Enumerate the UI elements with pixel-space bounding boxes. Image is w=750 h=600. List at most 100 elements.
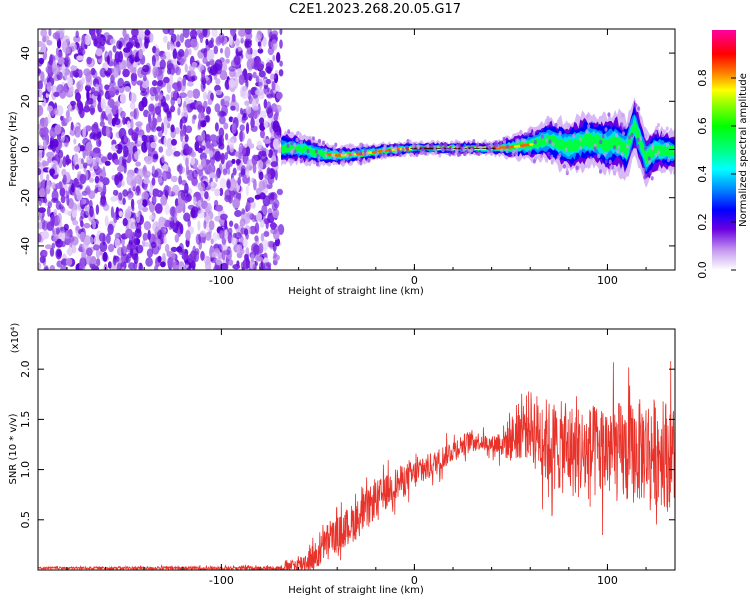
noise-blob <box>149 214 155 220</box>
signal-halo-dot <box>603 152 607 157</box>
noise-blob <box>201 158 207 168</box>
noise-blob <box>205 231 212 241</box>
noise-blob <box>191 176 198 186</box>
noise-blob <box>133 40 137 47</box>
noise-blob <box>250 125 258 132</box>
signal-halo-dot <box>365 151 369 156</box>
noise-blob <box>167 256 174 268</box>
signal-halo-dot <box>648 160 652 165</box>
noise-blob <box>160 195 168 206</box>
noise-blob <box>128 128 134 136</box>
signal-halo-dot <box>654 130 658 135</box>
noise-blob <box>184 182 189 194</box>
noise-blob <box>192 264 196 270</box>
signal-halo-dot <box>613 145 616 150</box>
noise-blob <box>95 258 101 267</box>
noise-blob <box>38 80 43 90</box>
noise-blob <box>221 250 226 261</box>
noise-blob <box>192 169 198 179</box>
noise-blob <box>173 150 181 157</box>
noise-blob <box>264 173 272 180</box>
noise-blob <box>134 174 143 185</box>
noise-blob <box>114 232 120 240</box>
signal-halo-dot <box>417 144 421 149</box>
signal-halo-dot <box>615 133 619 138</box>
signal-halo-dot <box>533 140 537 145</box>
noise-blob <box>203 47 208 59</box>
signal-halo-dot <box>401 147 405 152</box>
noise-blob <box>206 140 211 149</box>
noise-blob <box>44 35 50 42</box>
signal-halo-dot <box>300 158 303 164</box>
noise-blob <box>121 266 125 270</box>
signal-halo-dot <box>547 151 551 157</box>
noise-blob <box>179 33 185 43</box>
noise-blob <box>151 195 157 206</box>
signal-halo-dot <box>548 117 552 122</box>
noise-blob <box>270 161 279 168</box>
signal-halo-dot <box>456 152 460 157</box>
noise-blob <box>259 219 265 228</box>
noise-blob <box>257 159 264 171</box>
noise-blob <box>278 69 284 77</box>
noise-blob <box>88 177 94 183</box>
noise-blob <box>273 113 278 122</box>
snr-plot <box>38 360 675 570</box>
noise-blob <box>158 146 164 153</box>
signal-halo-dot <box>406 139 410 144</box>
noise-blob <box>61 63 66 75</box>
noise-blob <box>251 214 257 223</box>
noise-blob <box>157 255 162 263</box>
noise-blob <box>97 167 103 174</box>
signal-halo-dot <box>486 150 490 155</box>
noise-blob <box>234 54 241 66</box>
noise-blob <box>211 251 218 258</box>
noise-blob <box>122 117 126 125</box>
noise-blob <box>144 135 151 143</box>
snr-frame <box>37 328 676 571</box>
noise-blob <box>136 262 140 268</box>
noise-blob <box>184 63 188 73</box>
noise-blob <box>60 241 66 248</box>
noise-blob <box>195 196 204 203</box>
noise-blob <box>234 232 242 240</box>
snr-y-multiplier: (x10⁴) <box>10 323 21 354</box>
noise-blob <box>60 265 68 270</box>
noise-blob <box>274 169 278 181</box>
noise-blob <box>163 136 167 147</box>
noise-blob <box>55 182 63 190</box>
noise-blob <box>162 29 170 35</box>
noise-blob <box>246 211 253 219</box>
noise-blob <box>252 263 257 270</box>
noise-blob <box>71 104 75 110</box>
noise-blob <box>164 108 173 115</box>
noise-blob <box>142 64 150 73</box>
noise-blob <box>105 105 111 116</box>
noise-blob <box>83 222 91 229</box>
signal-halo-dot <box>539 153 543 158</box>
noise-blob <box>240 90 249 100</box>
noise-blob <box>135 244 144 254</box>
noise-blob <box>143 75 147 82</box>
signal-halo-dot <box>293 142 297 148</box>
noise-blob <box>55 227 60 235</box>
noise-blob <box>272 54 276 62</box>
noise-blob <box>130 198 135 210</box>
signal-halo-dot <box>593 146 597 151</box>
noise-blob <box>279 60 283 67</box>
signal-halo-dot <box>287 129 291 134</box>
noise-blob <box>189 29 198 39</box>
noise-blob <box>152 67 159 77</box>
noise-blob <box>210 238 214 245</box>
signal-halo-dot <box>341 151 345 157</box>
signal-halo-dot <box>532 131 536 136</box>
signal-halo-dot <box>305 158 309 163</box>
noise-blob <box>138 262 143 269</box>
signal-halo-dot <box>575 165 579 170</box>
noise-blob <box>238 74 245 86</box>
signal-halo-dot <box>450 146 454 152</box>
noise-blob <box>107 261 112 269</box>
noise-blob <box>202 29 208 38</box>
noise-blob <box>234 151 240 157</box>
noise-blob <box>39 187 45 199</box>
